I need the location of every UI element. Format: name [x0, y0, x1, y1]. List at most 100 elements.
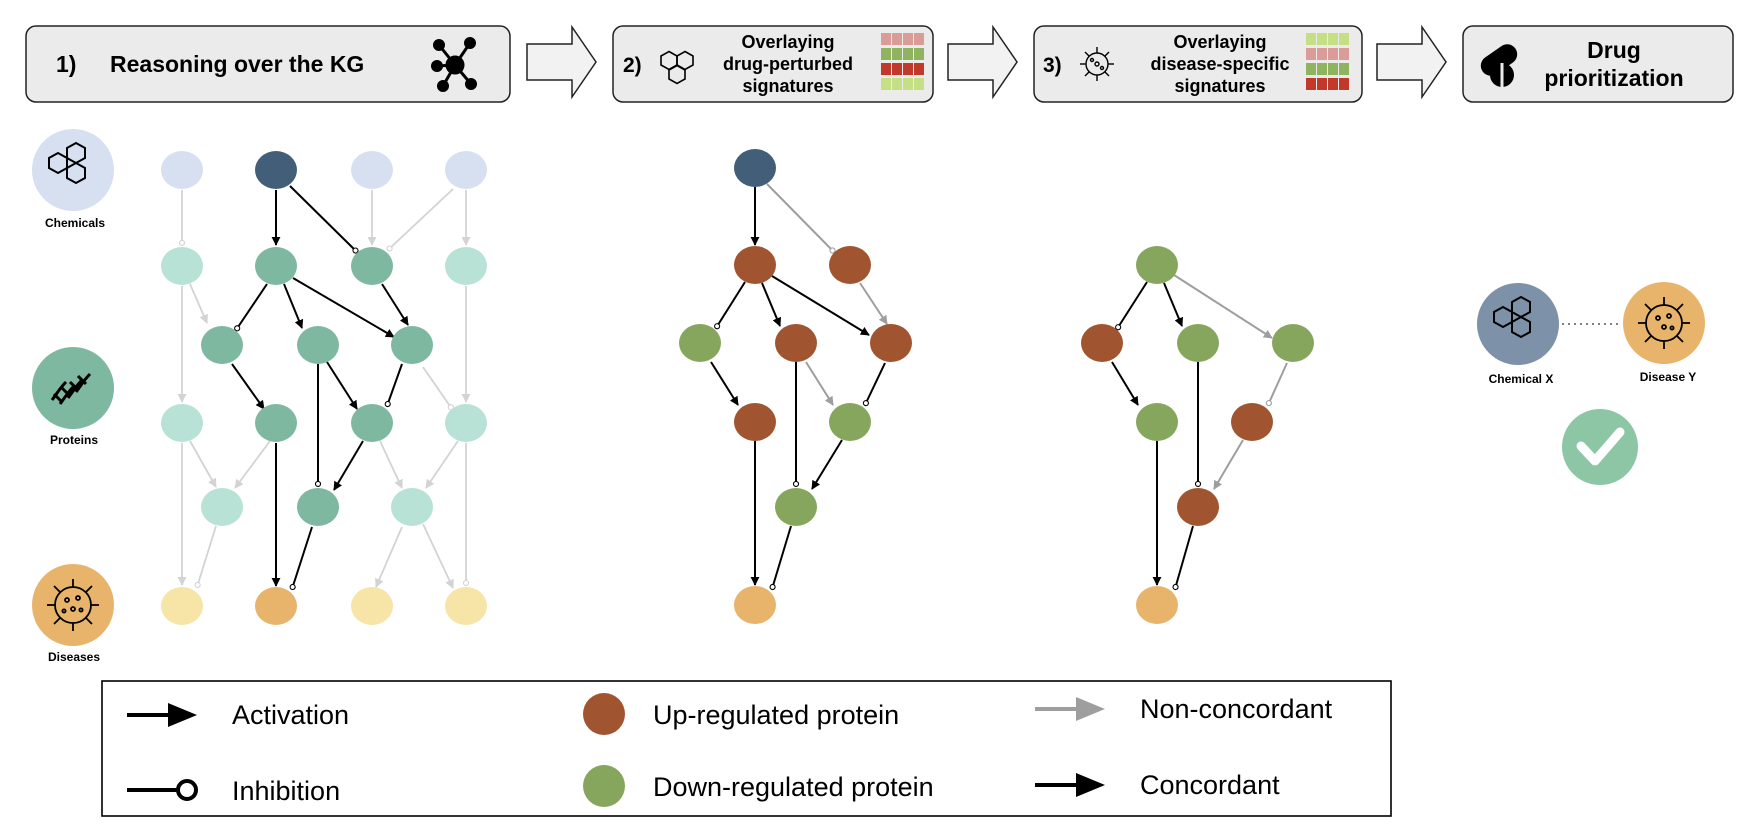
step-1-number: 1) [56, 51, 76, 77]
step-3-title-line-2: disease-specific [1150, 54, 1289, 74]
edge [761, 282, 782, 327]
step-2-title-line-2: drug-perturbed [723, 54, 853, 74]
step-arrow-3 [1376, 24, 1447, 100]
protein-node [297, 488, 339, 526]
edge [714, 281, 746, 330]
step-2-title-line-1: Overlaying [741, 32, 834, 52]
legend-down-regulated: Down-regulated protein [583, 765, 934, 807]
protein-node [297, 326, 339, 364]
edge [1265, 362, 1288, 407]
legend-activation: Activation [127, 700, 349, 730]
chemicals-label: Chemicals [45, 216, 105, 230]
protein-node [351, 247, 393, 285]
checkmark-icon [1562, 409, 1638, 485]
protein-node [161, 404, 203, 442]
edge [1173, 274, 1273, 339]
disease-node [351, 587, 393, 625]
proteins-category: Proteins [32, 347, 114, 447]
hexagon-molecule-icon [1493, 295, 1531, 339]
step-4-title-line-2: prioritization [1544, 65, 1683, 91]
step-3-number: 3) [1043, 54, 1062, 77]
step-3-title-line-3: signatures [1174, 76, 1265, 96]
chemical-x-node [1477, 283, 1559, 365]
chemicals-category: Chemicals [32, 129, 114, 230]
protein-node [201, 488, 243, 526]
step-1-box: 1) Reasoning over the KG [25, 25, 511, 103]
legend-concordant: Concordant [1035, 770, 1280, 800]
edge [771, 275, 870, 336]
step-1-title: Reasoning over the KG [110, 51, 364, 77]
prioritization-result: Chemical X Disease Y [1477, 282, 1705, 485]
edge [805, 361, 834, 406]
disease-node [255, 587, 297, 625]
protein-node [255, 404, 297, 442]
protein-node [161, 247, 203, 285]
diseases-category: Diseases [32, 564, 114, 664]
chemical-node [351, 151, 393, 189]
down-regulated-node [1177, 324, 1219, 362]
down-regulated-node [679, 324, 721, 362]
up-regulated-node [734, 403, 776, 441]
step-4-title-line-1: Drug [1587, 37, 1641, 63]
edge [859, 282, 888, 325]
pills-icon [1480, 44, 1518, 87]
up-regulated-node [1081, 324, 1123, 362]
kg-faded-edges [177, 188, 471, 589]
step-arrow-2 [947, 24, 1018, 100]
step-2-title-line-3: signatures [742, 76, 833, 96]
protein-node [445, 404, 487, 442]
edge [710, 361, 739, 406]
virus-icon [47, 579, 99, 631]
disease-y-label: Disease Y [1640, 370, 1697, 384]
edge [1172, 525, 1194, 591]
protein-node [255, 247, 297, 285]
disease-signature-graph [1081, 246, 1314, 624]
legend-up-regulated: Up-regulated protein [583, 693, 899, 735]
hexagon-molecule-icon [660, 50, 694, 85]
down-regulated-node [1272, 324, 1314, 362]
protein-node [351, 404, 393, 442]
edge [769, 525, 792, 591]
down-regulated-node [829, 403, 871, 441]
up-regulated-node [734, 246, 776, 284]
disease-node [445, 587, 487, 625]
step-2-number: 2) [623, 54, 642, 77]
drug-signature-graph [679, 149, 912, 624]
down-regulated-node [1136, 403, 1178, 441]
legend-non-concordant: Non-concordant [1035, 694, 1333, 724]
legend-activation-label: Activation [232, 700, 349, 730]
protein-helix-icon [50, 372, 92, 405]
chemical-node [161, 151, 203, 189]
protein-node [391, 488, 433, 526]
virus-icon [1080, 47, 1114, 81]
protein-node [391, 326, 433, 364]
legend-concordant-label: Concordant [1140, 770, 1280, 800]
disease-y-node [1623, 282, 1705, 364]
hexagon-molecule-icon [48, 141, 86, 185]
edge [1115, 281, 1148, 331]
step-arrow-1 [526, 24, 597, 100]
protein-node [201, 326, 243, 364]
up-regulated-node [775, 324, 817, 362]
step-4-box: Drug prioritization [1462, 25, 1734, 103]
disease-node [161, 587, 203, 625]
kg-nodes [161, 151, 487, 625]
step-3-title-line-1: Overlaying [1173, 32, 1266, 52]
legend-up-regulated-label: Up-regulated protein [653, 700, 899, 730]
proteins-label: Proteins [50, 433, 98, 447]
edge [766, 183, 836, 254]
network-icon [431, 37, 477, 92]
disease-node [734, 586, 776, 624]
edge [811, 439, 843, 490]
legend: Activation Inhibition Up-regulated prote… [101, 680, 1392, 817]
chemical-node [734, 149, 776, 187]
virus-icon [1638, 297, 1690, 349]
down-regulated-node [775, 488, 817, 526]
diseases-label: Diseases [48, 650, 100, 664]
up-regulated-node [1231, 403, 1273, 441]
chemical-x-label: Chemical X [1489, 372, 1554, 386]
down-regulated-node [1136, 246, 1178, 284]
legend-down-regulated-label: Down-regulated protein [653, 772, 934, 802]
edge [1163, 282, 1184, 327]
edge [862, 362, 886, 407]
